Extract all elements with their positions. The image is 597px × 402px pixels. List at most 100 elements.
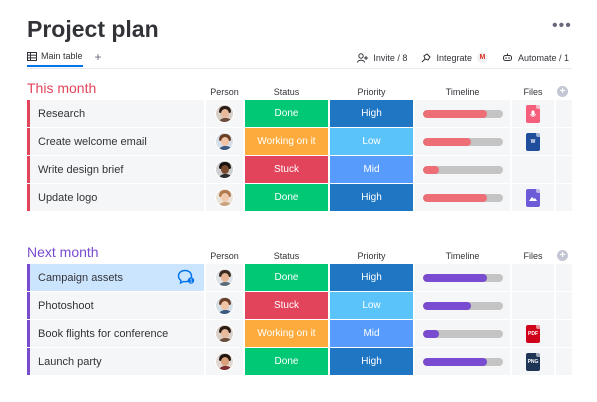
column-header-files[interactable]: Files bbox=[523, 87, 543, 97]
priority-cell[interactable]: Mid bbox=[330, 320, 413, 347]
column-header-timeline[interactable]: Timeline bbox=[445, 87, 480, 97]
item-name-cell[interactable]: Campaign assets 1 bbox=[27, 264, 204, 291]
timeline-cell[interactable] bbox=[415, 292, 510, 319]
item-name-cell[interactable]: Book flights for conference bbox=[27, 320, 204, 347]
item-name-cell[interactable]: Photoshoot bbox=[27, 292, 204, 319]
status-cell[interactable]: Working on it bbox=[245, 320, 328, 347]
avatar[interactable] bbox=[215, 352, 234, 371]
column-header-timeline[interactable]: Timeline bbox=[445, 251, 480, 261]
person-cell[interactable] bbox=[206, 264, 243, 291]
priority-cell[interactable]: Low bbox=[330, 128, 413, 155]
person-cell[interactable] bbox=[206, 320, 243, 347]
files-cell[interactable]: W bbox=[512, 128, 554, 155]
table-row[interactable]: Write design brief Stuck Mid bbox=[27, 156, 572, 183]
group-title-next-month[interactable]: Next month bbox=[27, 244, 99, 260]
person-cell[interactable] bbox=[206, 128, 243, 155]
avatar[interactable] bbox=[215, 268, 234, 287]
timeline-cell[interactable] bbox=[415, 128, 510, 155]
status-cell[interactable]: Done bbox=[245, 348, 328, 375]
invite-button[interactable]: Invite / 8 bbox=[357, 53, 407, 63]
item-name[interactable]: Create welcome email bbox=[38, 135, 147, 148]
priority-cell[interactable]: High bbox=[330, 348, 413, 375]
priority-cell[interactable]: High bbox=[330, 264, 413, 291]
avatar[interactable] bbox=[215, 160, 234, 179]
avatar[interactable] bbox=[215, 296, 234, 315]
person-cell[interactable] bbox=[206, 184, 243, 211]
conversation-icon[interactable]: 1 bbox=[177, 269, 195, 288]
mic-file-icon[interactable] bbox=[526, 104, 540, 123]
files-cell[interactable] bbox=[512, 264, 554, 291]
avatar[interactable] bbox=[215, 104, 234, 123]
person-cell[interactable] bbox=[206, 100, 243, 127]
column-header-files[interactable]: Files bbox=[523, 251, 543, 261]
avatar-body bbox=[218, 202, 233, 206]
files-cell[interactable]: PNG bbox=[512, 348, 554, 375]
automate-button[interactable]: Automate / 1 bbox=[502, 53, 569, 63]
priority-cell[interactable]: High bbox=[330, 184, 413, 211]
timeline-cell[interactable] bbox=[415, 100, 510, 127]
timeline-cell[interactable] bbox=[415, 320, 510, 347]
table-row[interactable]: Update logo Done High bbox=[27, 184, 572, 211]
person-cell[interactable] bbox=[206, 348, 243, 375]
status-cell[interactable]: Done bbox=[245, 184, 328, 211]
column-header-status[interactable]: Status bbox=[273, 87, 300, 97]
column-header-priority[interactable]: Priority bbox=[357, 251, 386, 261]
column-header-person[interactable]: Person bbox=[210, 251, 239, 261]
item-name-cell[interactable]: Research bbox=[27, 100, 204, 127]
column-header-person[interactable]: Person bbox=[210, 87, 239, 97]
table-row[interactable]: Research Done High bbox=[27, 100, 572, 127]
table-row[interactable]: Book flights for conference Working on it… bbox=[27, 320, 572, 347]
timeline-cell[interactable] bbox=[415, 348, 510, 375]
item-name[interactable]: Photoshoot bbox=[38, 299, 94, 312]
priority-cell[interactable]: Low bbox=[330, 292, 413, 319]
files-cell[interactable]: PDF bbox=[512, 320, 554, 347]
files-cell[interactable] bbox=[512, 184, 554, 211]
timeline-cell[interactable] bbox=[415, 264, 510, 291]
person-cell[interactable] bbox=[206, 292, 243, 319]
table-row[interactable]: Photoshoot Stuck Low bbox=[27, 292, 572, 319]
files-cell[interactable] bbox=[512, 100, 554, 127]
avatar[interactable] bbox=[215, 188, 234, 207]
item-name[interactable]: Research bbox=[38, 107, 86, 120]
status-cell[interactable]: Done bbox=[245, 264, 328, 291]
item-name-cell[interactable]: Write design brief bbox=[27, 156, 204, 183]
status-cell[interactable]: Done bbox=[245, 100, 328, 127]
item-name[interactable]: Write design brief bbox=[38, 163, 124, 176]
tab-main-table[interactable]: Main table bbox=[27, 51, 83, 67]
files-cell[interactable] bbox=[512, 292, 554, 319]
item-name[interactable]: Campaign assets bbox=[38, 271, 123, 284]
timeline-cell[interactable] bbox=[415, 184, 510, 211]
person-cell[interactable] bbox=[206, 156, 243, 183]
image-file-icon[interactable] bbox=[526, 188, 540, 207]
status-cell[interactable]: Working on it bbox=[245, 128, 328, 155]
column-header-priority[interactable]: Priority bbox=[357, 87, 386, 97]
avatar[interactable] bbox=[215, 324, 234, 343]
pdf-file-icon[interactable]: PDF bbox=[526, 324, 540, 343]
timeline-bar bbox=[422, 193, 503, 202]
column-header-status[interactable]: Status bbox=[273, 251, 300, 261]
group-title-this-month[interactable]: This month bbox=[27, 80, 97, 96]
item-name[interactable]: Book flights for conference bbox=[38, 327, 169, 340]
add-column-button[interactable]: + bbox=[557, 86, 568, 97]
status-cell[interactable]: Stuck bbox=[245, 292, 328, 319]
item-name-cell[interactable]: Update logo bbox=[27, 184, 204, 211]
avatar[interactable] bbox=[215, 132, 234, 151]
add-view-button[interactable]: + bbox=[94, 50, 102, 64]
word-file-icon[interactable]: W bbox=[526, 132, 540, 151]
add-column-button[interactable]: + bbox=[557, 250, 568, 261]
item-name[interactable]: Launch party bbox=[38, 355, 102, 368]
priority-cell[interactable]: Mid bbox=[330, 156, 413, 183]
priority-cell[interactable]: High bbox=[330, 100, 413, 127]
integrate-button[interactable]: Integrate M bbox=[421, 52, 488, 63]
status-cell[interactable]: Stuck bbox=[245, 156, 328, 183]
item-name-cell[interactable]: Create welcome email bbox=[27, 128, 204, 155]
table-row[interactable]: Create welcome email Working on it Low W bbox=[27, 128, 572, 155]
table-row[interactable]: Launch party Done High PNG bbox=[27, 348, 572, 375]
item-name-cell[interactable]: Launch party bbox=[27, 348, 204, 375]
more-options-icon[interactable]: ••• bbox=[552, 17, 572, 34]
item-name[interactable]: Update logo bbox=[38, 191, 98, 204]
table-row[interactable]: Campaign assets 1 Done High bbox=[27, 264, 572, 291]
files-cell[interactable] bbox=[512, 156, 554, 183]
png-file-icon[interactable]: PNG bbox=[526, 352, 540, 371]
timeline-cell[interactable] bbox=[415, 156, 510, 183]
